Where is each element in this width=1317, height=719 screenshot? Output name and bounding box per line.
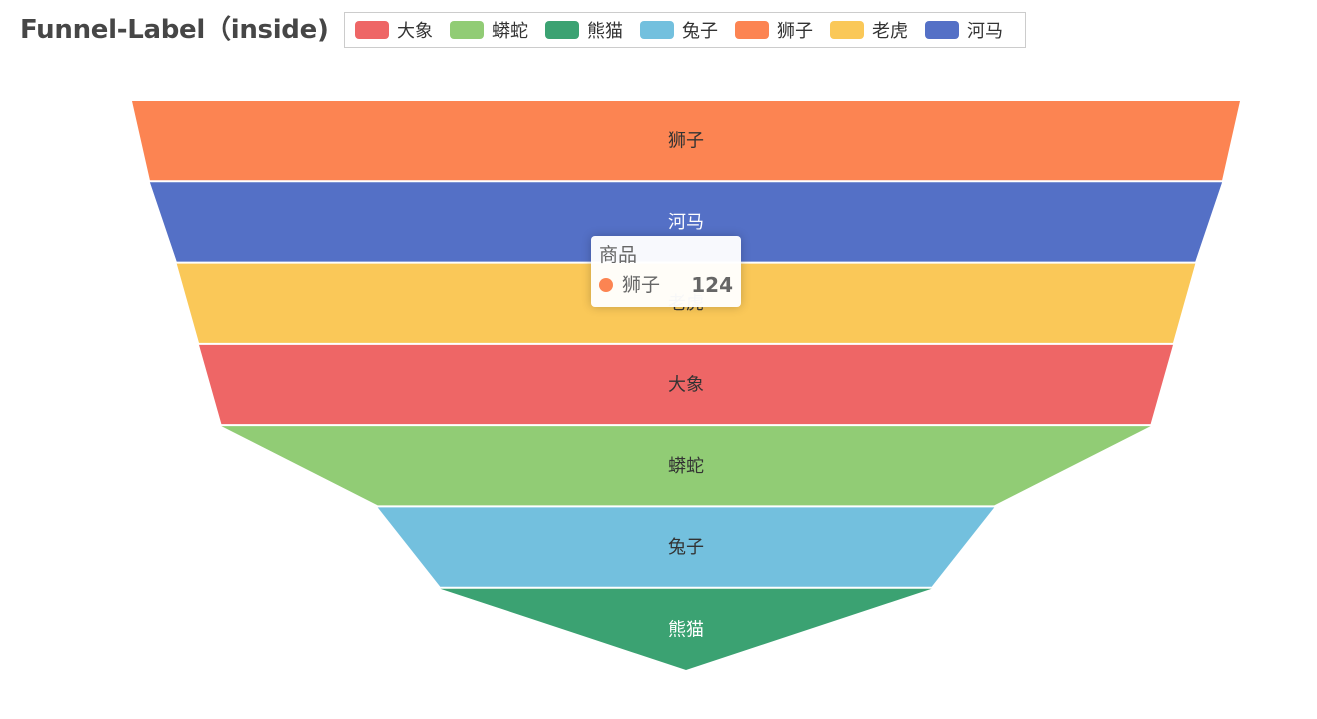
legend-item[interactable]: 兔子 — [640, 17, 718, 43]
legend-label: 熊猫 — [587, 21, 623, 42]
funnel-segment[interactable] — [221, 426, 1151, 506]
legend-label: 河马 — [967, 21, 1003, 42]
funnel-segment-label: 狮子 — [668, 131, 704, 152]
legend-label: 老虎 — [872, 21, 908, 42]
funnel-segment[interactable] — [149, 182, 1223, 262]
funnel-segment[interactable] — [132, 101, 1240, 181]
legend-item[interactable]: 河马 — [925, 17, 1003, 43]
legend-swatch — [450, 21, 484, 39]
legend-item[interactable]: 大象 — [355, 17, 433, 43]
tooltip-item-name: 狮子 — [622, 274, 661, 296]
legend-item[interactable]: 狮子 — [735, 17, 813, 43]
funnel-segment[interactable] — [440, 588, 932, 670]
legend-item[interactable]: 蟒蛇 — [450, 17, 528, 43]
funnel-segment[interactable] — [377, 507, 995, 587]
legend-label: 大象 — [397, 21, 433, 42]
legend-label: 兔子 — [682, 21, 718, 42]
legend-item[interactable]: 熊猫 — [545, 17, 623, 43]
chart-title: Funnel-Label（inside) — [20, 15, 329, 45]
tooltip-color-dot — [599, 278, 613, 292]
tooltip-title: 商品 — [599, 244, 638, 266]
funnel-segment-label: 熊猫 — [668, 619, 704, 640]
funnel-segment-label: 蟒蛇 — [668, 456, 704, 477]
legend-swatch — [830, 21, 864, 39]
legend-label: 狮子 — [777, 21, 813, 42]
tooltip-row: 狮子 124 — [599, 273, 733, 297]
funnel-segment[interactable] — [199, 344, 1173, 425]
funnel-segment-label: 河马 — [668, 212, 704, 233]
legend-label: 蟒蛇 — [492, 21, 528, 42]
funnel-segment-label: 大象 — [668, 375, 704, 396]
legend-swatch — [735, 21, 769, 39]
legend-item[interactable]: 老虎 — [830, 17, 908, 43]
tooltip-item-value: 124 — [691, 273, 733, 297]
legend-swatch — [545, 21, 579, 39]
legend: 大象 蟒蛇 熊猫 兔子 狮子 老虎 河马 — [344, 12, 1026, 48]
funnel-segment-label: 兔子 — [668, 537, 704, 558]
legend-swatch — [355, 21, 389, 39]
legend-swatch — [640, 21, 674, 39]
legend-swatch — [925, 21, 959, 39]
tooltip: 商品 狮子 124 — [591, 236, 741, 307]
